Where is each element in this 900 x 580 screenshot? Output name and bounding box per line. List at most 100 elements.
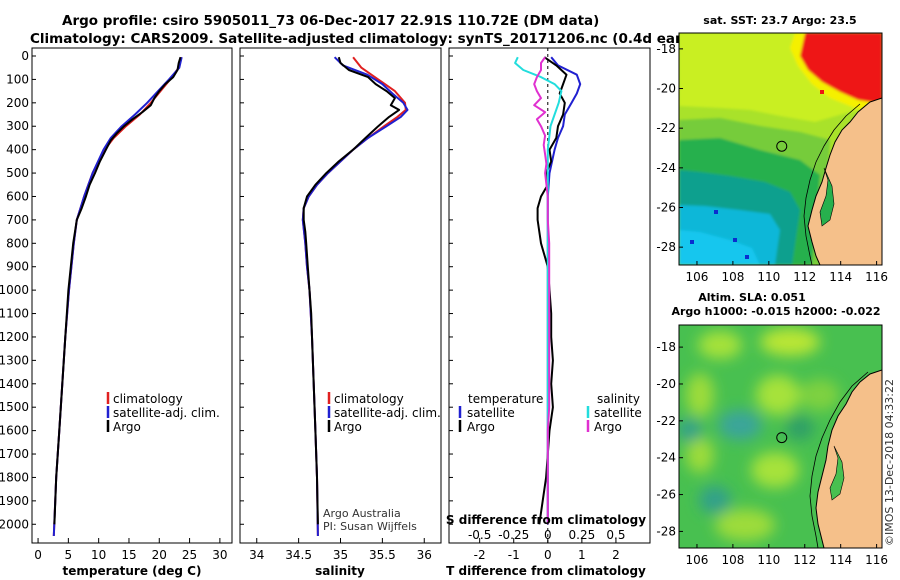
temperature-series xyxy=(52,56,183,537)
s-diff-tick-label: 0.5 xyxy=(606,528,625,542)
sla-map-axes: 106 108 110 112 114 116 -18 -20 -22 -24 -26 -28 xyxy=(656,340,888,567)
x-tick-label: 30 xyxy=(212,548,227,562)
temperature-axes xyxy=(31,47,233,544)
sst-coastal-contour xyxy=(803,103,861,265)
salinity-xlabel: salinity xyxy=(315,564,365,578)
sst-yellow-edge xyxy=(790,33,882,110)
depth-tick-label: 1300 xyxy=(0,353,29,367)
x-tick-label: 15 xyxy=(121,548,136,562)
salinity-legend: climatology satellite-adj. clim. Argo xyxy=(327,392,441,434)
map-x-tick-label: 114 xyxy=(829,270,852,284)
x-tick-label: -2 xyxy=(474,548,486,562)
legend-label-s-argo: Argo xyxy=(594,420,622,434)
x-tick-label: 0 xyxy=(544,548,552,562)
legend-label-satellite: satellite-adj. clim. xyxy=(113,406,220,420)
x-tick-label: 20 xyxy=(152,548,167,562)
map-y-tick-label: -22 xyxy=(656,414,676,428)
map-y-tick-label: -18 xyxy=(656,42,676,56)
x-tick-label: 34 xyxy=(249,548,264,562)
depth-axis: 0 100 200 300 400 500 600 700 800 900 1000 1100 1200… xyxy=(0,49,453,531)
depth-tick-label: 100 xyxy=(6,72,29,86)
sla-low xyxy=(718,410,762,440)
legend-label-t-argo: Argo xyxy=(467,420,495,434)
depth-tick-label: 1400 xyxy=(0,377,29,391)
map-x-tick-label: 116 xyxy=(865,553,888,567)
depth-tick-label: 200 xyxy=(6,96,29,110)
imos-credit: ©IMOS 13-Dec-2018 04:33:22 xyxy=(883,379,896,546)
sst-cool-cyan-2 xyxy=(679,230,760,265)
map-x-tick-label: 110 xyxy=(757,553,780,567)
x-tick-label: 0 xyxy=(34,548,42,562)
map-x-tick-label: 112 xyxy=(793,553,816,567)
depth-tick-label: 800 xyxy=(6,236,29,250)
depth-tick-label: 700 xyxy=(6,213,29,227)
sst-speck xyxy=(690,240,694,244)
map-y-tick-label: -20 xyxy=(656,82,676,96)
sla-land xyxy=(815,369,882,548)
sla-low xyxy=(699,486,731,514)
sst-speck xyxy=(745,255,749,259)
series-line-s-argo xyxy=(533,56,551,525)
difference-temperature-legend: temperature satellite Argo xyxy=(458,392,543,434)
x-tick-label: 35.5 xyxy=(369,548,396,562)
map-x-tick-label: 108 xyxy=(721,553,744,567)
s-diff-tick-label: -0.25 xyxy=(498,528,529,542)
sla-high xyxy=(751,452,799,488)
map-y-tick-label: -26 xyxy=(656,200,676,214)
sst-map-axes: 106 108 110 112 114 116 -18 -20 -22 -24 -26 -28 xyxy=(656,42,888,284)
difference-salinity-legend: salinity satellite Argo xyxy=(586,392,642,434)
sst-speck xyxy=(850,90,854,94)
x-tick-label: 36 xyxy=(417,548,432,562)
depth-tick-label: 1000 xyxy=(0,283,29,297)
sst-map xyxy=(679,33,882,265)
depth-tick-label: 900 xyxy=(6,260,29,274)
sla-high xyxy=(698,331,742,359)
legend-label-argo: Argo xyxy=(334,420,362,434)
x-tick-label: 25 xyxy=(182,548,197,562)
depth-tick-label: 500 xyxy=(6,166,29,180)
figure-title-line2: Climatology: CARS2009. Satellite-adjuste… xyxy=(30,31,713,47)
sst-speck xyxy=(733,238,737,242)
depth-tick-label: 1800 xyxy=(0,470,29,484)
sst-land xyxy=(807,97,882,265)
temperature-xlabel: temperature (deg C) xyxy=(63,564,202,578)
sla-high xyxy=(686,373,714,417)
sla-map-title: Altim. SLA: 0.051 xyxy=(698,291,805,304)
map-x-tick-label: 112 xyxy=(793,270,816,284)
sla-high xyxy=(686,437,714,473)
sst-shelf-islands xyxy=(819,167,835,227)
sst-speck xyxy=(820,90,824,94)
salinity-series xyxy=(301,56,409,537)
map-y-tick-label: -22 xyxy=(656,121,676,135)
depth-tick-label: 1900 xyxy=(0,494,29,508)
x-tick-label: 1 xyxy=(578,548,586,562)
salinity-axes xyxy=(239,47,442,544)
s-difference-xlabel: S difference from climatology xyxy=(446,513,646,527)
depth-tick-label: 400 xyxy=(6,143,29,157)
x-tick-label: 35 xyxy=(333,548,348,562)
depth-tick-label: 0 xyxy=(21,49,29,63)
sla-map-subtitle: Argo h1000: -0.015 h2000: -0.022 xyxy=(671,305,880,318)
argo-credit-2: PI: Susan Wijffels xyxy=(323,520,417,533)
series-line-t-argo xyxy=(536,56,568,525)
map-y-tick-label: -28 xyxy=(656,524,676,538)
map-y-tick-label: -20 xyxy=(656,377,676,391)
temperature-x-axis: 0 5 10 15 20 25 30 xyxy=(34,538,228,562)
sst-map-title: sat. SST: 23.7 Argo: 23.5 xyxy=(703,14,856,27)
depth-tick-label: 1500 xyxy=(0,400,29,414)
sla-low xyxy=(786,416,814,440)
series-line-argo xyxy=(302,56,401,525)
legend-title-temperature: temperature xyxy=(468,392,543,406)
series-line-s-satellite xyxy=(514,56,563,525)
t-difference-xlabel: T difference from climatology xyxy=(446,564,646,578)
x-tick-label: 5 xyxy=(65,548,73,562)
map-y-tick-label: -26 xyxy=(656,488,676,502)
s-diff-tick-label: -0.5 xyxy=(468,528,491,542)
map-y-tick-label: -24 xyxy=(656,161,676,175)
sla-map-frame xyxy=(678,324,883,549)
temperature-legend: climatology satellite-adj. clim. Argo xyxy=(106,392,220,434)
legend-label-climatology: climatology xyxy=(334,392,404,406)
legend-label-t-satellite: satellite xyxy=(467,406,515,420)
depth-tick-label: 300 xyxy=(6,119,29,133)
